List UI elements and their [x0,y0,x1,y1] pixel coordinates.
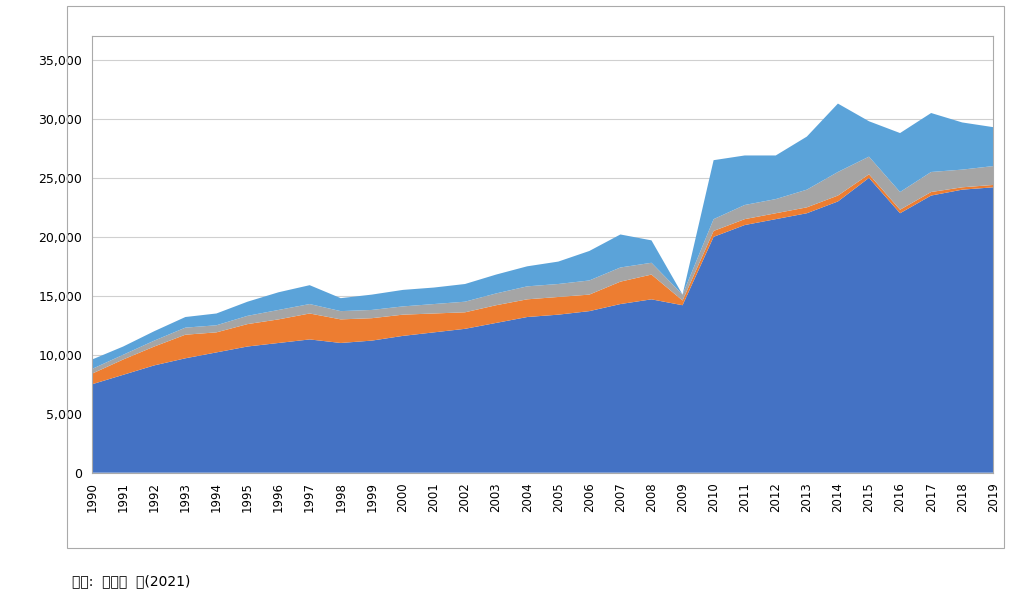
Text: 출처:  안영환  외(2021): 출처: 안영환 외(2021) [72,574,190,588]
